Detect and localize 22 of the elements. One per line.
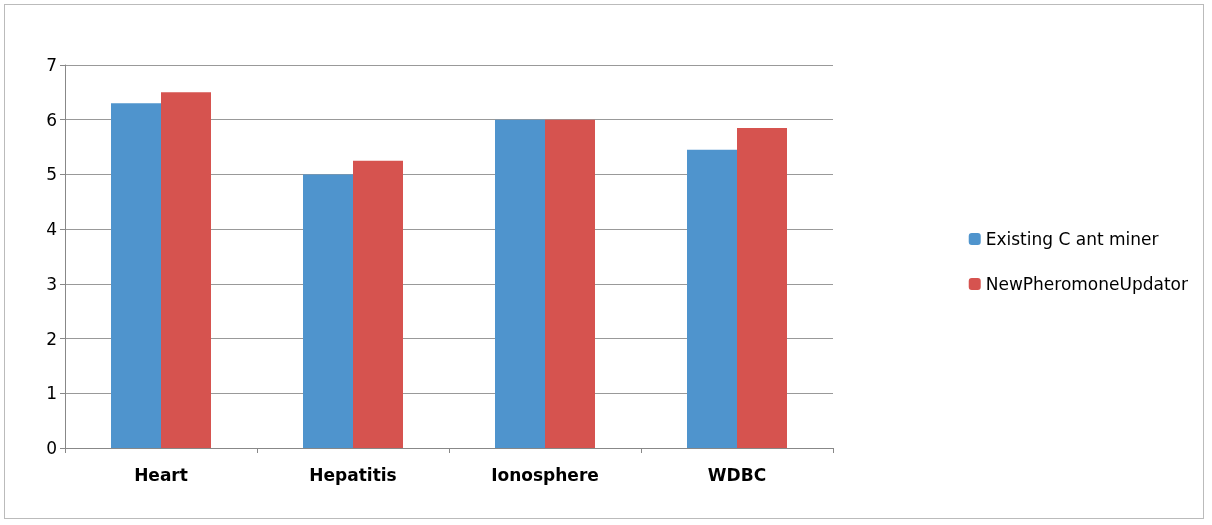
- bar: [111, 103, 161, 448]
- y-tick-label: 3: [46, 273, 57, 294]
- bar: [303, 174, 353, 448]
- bar: [737, 127, 787, 448]
- legend-label: Existing C ant miner: [985, 229, 1159, 249]
- bar: [545, 119, 595, 448]
- x-tick-label: Ionosphere: [491, 464, 599, 485]
- bar: [353, 160, 403, 448]
- y-tick-label: 4: [46, 219, 57, 240]
- x-tick-label: WDBC: [707, 464, 767, 485]
- bar: [687, 149, 737, 448]
- bar: [495, 119, 545, 448]
- x-tick-label: Heart: [134, 464, 188, 485]
- y-tick-label: 6: [46, 109, 57, 130]
- x-tick-label: Hepatitis: [309, 464, 397, 485]
- legend-label: NewPheromoneUpdator: [985, 274, 1189, 294]
- y-tick-label: 0: [46, 438, 57, 458]
- y-tick-label: 5: [46, 164, 57, 185]
- bar: [161, 92, 211, 448]
- y-tick-label: 2: [46, 328, 57, 349]
- y-tick-label: 7: [46, 55, 57, 75]
- y-tick-label: 1: [46, 383, 57, 404]
